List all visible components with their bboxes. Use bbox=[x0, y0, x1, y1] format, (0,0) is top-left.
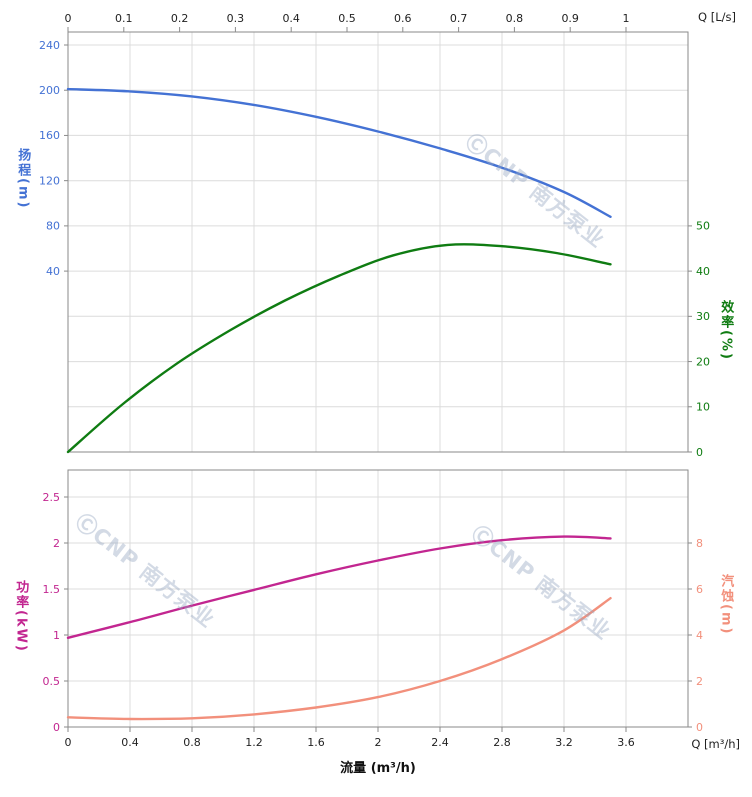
svg-text:240: 240 bbox=[39, 39, 60, 52]
svg-text:10: 10 bbox=[696, 401, 710, 414]
svg-text:30: 30 bbox=[696, 310, 710, 323]
efficiency-axis-title: 效率(%) bbox=[718, 300, 734, 361]
svg-text:2.8: 2.8 bbox=[493, 736, 511, 749]
svg-text:2.5: 2.5 bbox=[43, 491, 61, 504]
svg-text:0.5: 0.5 bbox=[338, 12, 356, 25]
svg-text:50: 50 bbox=[696, 220, 710, 233]
npsh-curve bbox=[66, 597, 612, 721]
npsh-axis-unit-text: (m) bbox=[718, 604, 734, 636]
svg-text:80: 80 bbox=[46, 220, 60, 233]
power-axis-title-text: 功率 bbox=[13, 580, 29, 610]
efficiency-curve bbox=[66, 243, 612, 454]
bottom-x-axis: 0 0.4 0.8 1.2 1.6 2 2.4 2.8 3.2 3.6 bbox=[65, 727, 635, 749]
svg-text:1.2: 1.2 bbox=[245, 736, 263, 749]
svg-text:20: 20 bbox=[696, 355, 710, 368]
head-curve bbox=[66, 87, 612, 218]
svg-text:160: 160 bbox=[39, 129, 60, 142]
efficiency-axis-unit-text: (%) bbox=[718, 330, 734, 361]
head-efficiency-gridlines bbox=[68, 32, 688, 452]
head-efficiency-axes: 240 200 160 120 80 40 50 40 30 20 10 0 bbox=[39, 31, 710, 459]
svg-text:0: 0 bbox=[53, 721, 60, 734]
svg-text:0.5: 0.5 bbox=[43, 675, 61, 688]
power-npsh-curves bbox=[66, 535, 612, 721]
head-axis-title-text: 扬程 bbox=[15, 148, 31, 178]
head-axis-title: 扬程(m) bbox=[15, 148, 31, 210]
svg-text:6: 6 bbox=[696, 583, 703, 596]
power-axis-title: 功率(kW) bbox=[13, 580, 29, 653]
head-axis-unit-text: (m) bbox=[15, 178, 31, 210]
power-npsh-gridlines bbox=[68, 470, 688, 727]
svg-text:0.7: 0.7 bbox=[450, 12, 468, 25]
svg-text:40: 40 bbox=[46, 265, 60, 278]
power-curve bbox=[66, 535, 612, 639]
svg-text:0.9: 0.9 bbox=[561, 12, 579, 25]
svg-text:1: 1 bbox=[623, 12, 630, 25]
svg-text:0.8: 0.8 bbox=[506, 12, 524, 25]
svg-text:40: 40 bbox=[696, 265, 710, 278]
svg-text:1.5: 1.5 bbox=[43, 583, 61, 596]
svg-text:8: 8 bbox=[696, 537, 703, 550]
head-efficiency-curves bbox=[66, 87, 612, 454]
svg-text:120: 120 bbox=[39, 174, 60, 187]
svg-text:2: 2 bbox=[375, 736, 382, 749]
svg-text:0: 0 bbox=[696, 446, 703, 459]
svg-text:2: 2 bbox=[696, 675, 703, 688]
bottom-x-axis-unit-label: Q [m³/h] bbox=[691, 737, 740, 751]
svg-text:1: 1 bbox=[53, 629, 60, 642]
svg-text:200: 200 bbox=[39, 84, 60, 97]
svg-text:0.4: 0.4 bbox=[121, 736, 139, 749]
svg-text:0.2: 0.2 bbox=[171, 12, 189, 25]
power-axis-unit-text: (kW) bbox=[13, 610, 29, 653]
top-x-axis: 0 0.1 0.2 0.3 0.4 0.5 0.6 0.7 0.8 0.9 1 bbox=[65, 12, 630, 32]
svg-text:1.6: 1.6 bbox=[307, 736, 325, 749]
svg-text:4: 4 bbox=[696, 629, 703, 642]
svg-text:0.1: 0.1 bbox=[115, 12, 133, 25]
svg-text:2: 2 bbox=[53, 537, 60, 550]
svg-text:0.4: 0.4 bbox=[282, 12, 300, 25]
flow-axis-title: 流量 (m³/h) bbox=[340, 761, 416, 776]
svg-text:3.2: 3.2 bbox=[555, 736, 573, 749]
efficiency-axis-title-text: 效率 bbox=[718, 300, 734, 330]
svg-text:3.6: 3.6 bbox=[617, 736, 635, 749]
svg-text:2.4: 2.4 bbox=[431, 736, 449, 749]
svg-text:0: 0 bbox=[65, 736, 72, 749]
svg-text:0: 0 bbox=[65, 12, 72, 25]
svg-text:0.3: 0.3 bbox=[227, 12, 245, 25]
npsh-axis-title-text: 汽蚀 bbox=[718, 574, 734, 604]
top-x-axis-unit-label: Q [L/s] bbox=[698, 10, 736, 24]
svg-text:0.6: 0.6 bbox=[394, 12, 412, 25]
svg-text:0: 0 bbox=[696, 721, 703, 734]
npsh-axis-title: 汽蚀(m) bbox=[718, 574, 734, 636]
svg-text:0.8: 0.8 bbox=[183, 736, 201, 749]
